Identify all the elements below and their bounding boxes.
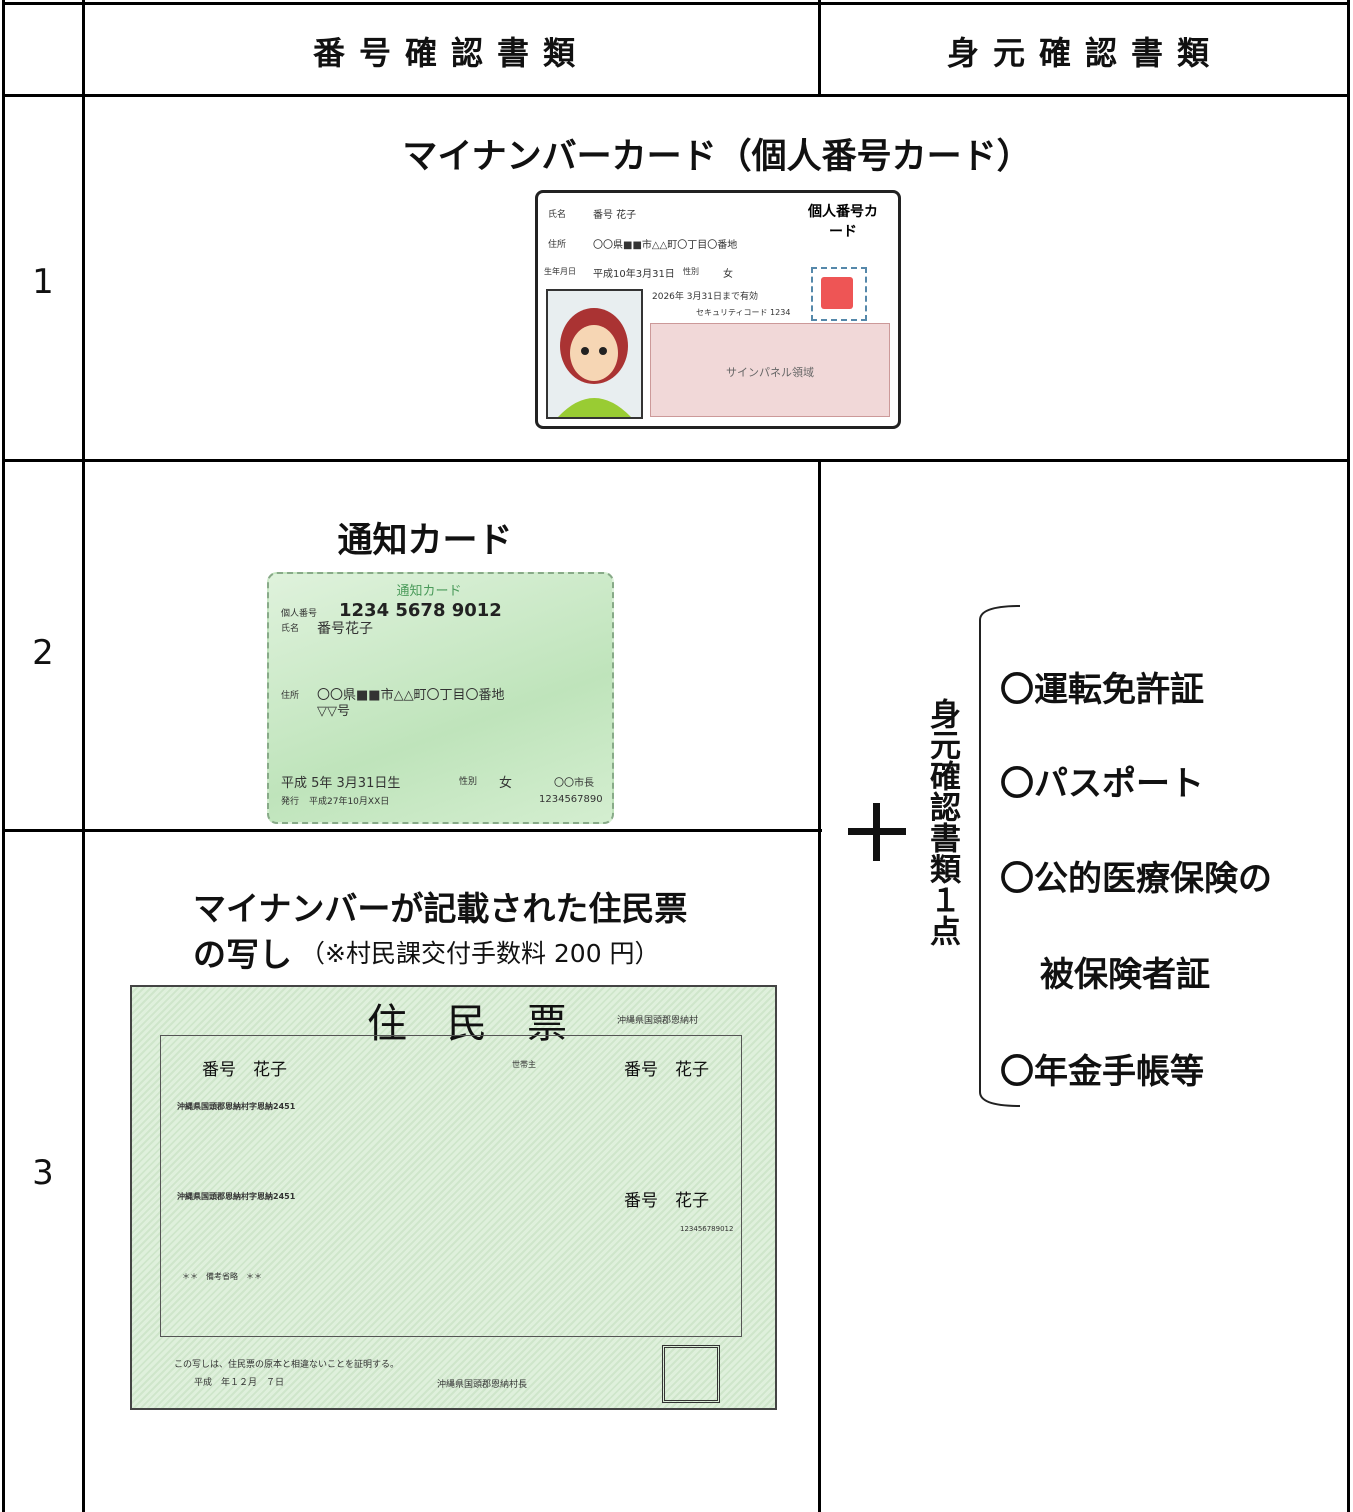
card-text: 〇〇県■■市△△町〇丁目〇番地	[317, 688, 505, 703]
card-text: 1234 5678 9012	[339, 600, 502, 621]
card-label: 個人番号	[281, 609, 318, 619]
card-label: 住所	[548, 240, 567, 250]
card-heading: 通知カード	[396, 584, 462, 599]
my-number-card: 氏名 番号 花子 住所 〇〇県■■市△△町〇丁目〇番地 生年月日 平成10年3月…	[535, 190, 901, 429]
resident-record: 住 民 票 沖縄県国頭郡恩納村 番号 花子 世帯主 番号 花子 沖縄県国頭郡恩納…	[130, 985, 777, 1410]
row-title: マイナンバーが記載された住民票	[193, 889, 688, 928]
row-number: 3	[32, 1153, 54, 1193]
identity-item: 〇公的医療保険の	[1000, 859, 1272, 899]
card-heading: 個人番号カード	[808, 204, 878, 240]
card-text: 〇〇市長	[554, 778, 594, 789]
row-number: 1	[32, 262, 54, 302]
card-text: 番号 花子	[593, 210, 637, 221]
plus-sign	[848, 803, 906, 861]
doc-heading: 住 民 票	[367, 1001, 567, 1047]
card-text: 女	[499, 776, 513, 791]
border	[2, 829, 822, 832]
identity-item: 被保険者証	[1040, 955, 1210, 995]
doc-text: 沖縄県国頭郡恩納村	[617, 1016, 699, 1026]
doc-text: この写しは、住民票の原本と相違ないことを証明する。	[174, 1360, 400, 1370]
official-seal	[662, 1345, 720, 1403]
card-label: 発行	[281, 797, 300, 807]
doc-text: 沖縄県国頭郡恩納村長	[437, 1380, 528, 1390]
doc-text: 沖縄県国頭郡恩納村字恩納2451	[177, 1192, 296, 1201]
notification-card: 通知カード 個人番号 1234 5678 9012 氏名 番号花子 住所 〇〇県…	[267, 572, 614, 824]
card-text: 〇〇県■■市△△町〇丁目〇番地	[593, 240, 738, 251]
card-text: 平成27年10月XX日	[309, 797, 390, 807]
doc-text: 沖縄県国頭郡恩納村字恩納2451	[177, 1102, 296, 1111]
card-label: 氏名	[548, 210, 567, 220]
seal-area	[811, 267, 867, 321]
row-title: の写し	[193, 935, 292, 974]
card-text: 番号花子	[317, 621, 373, 637]
card-text: 平成 5年 3月31日生	[281, 776, 401, 791]
row-title: 通知カード	[337, 521, 513, 561]
border	[818, 460, 821, 1512]
doc-text: 123456789012	[680, 1225, 734, 1233]
card-label: 性別	[459, 777, 478, 787]
border	[2, 2, 1350, 5]
doc-text: 世帯主	[512, 1060, 536, 1069]
card-text: 女	[723, 269, 733, 280]
card-text: 1234567890	[539, 794, 603, 805]
card-text: セキュリティコード 1234	[696, 308, 791, 317]
header-cell: 番号確認書類	[312, 34, 590, 72]
sign-panel: サインパネル領域	[650, 323, 890, 417]
card-text: 平成10年3月31日	[593, 269, 675, 280]
identity-item: 〇パスポート	[1000, 764, 1204, 804]
identity-label: 身元確認書類１点	[924, 698, 960, 946]
border	[2, 94, 1350, 97]
portrait	[558, 308, 631, 417]
border	[818, 0, 821, 96]
fee-note: （※村民課交付手数料 200 円）	[300, 939, 660, 968]
card-label: 性別	[683, 267, 699, 276]
identity-item: 〇年金手帳等	[1000, 1052, 1204, 1092]
card-label: 氏名	[281, 624, 300, 634]
photo	[546, 289, 643, 419]
doc-frame	[160, 1035, 742, 1337]
bracket	[979, 605, 1021, 1107]
doc-text: 番号 花子	[202, 1060, 287, 1080]
doc-text: 番号 花子	[624, 1191, 709, 1211]
card-text: 2026年 3月31日まで有効	[652, 292, 758, 302]
doc-text: 平成 年１２月 ７日	[194, 1378, 285, 1388]
header-cell: 身元確認書類	[946, 34, 1224, 72]
doc-text: 番号 花子	[624, 1060, 709, 1080]
border	[2, 459, 1350, 462]
border	[1347, 0, 1350, 1512]
card-label: 生年月日	[544, 267, 576, 276]
card-label: 住所	[281, 691, 300, 701]
card-text: ▽▽号	[317, 704, 350, 719]
identity-item: 〇運転免許証	[1000, 670, 1204, 710]
row-title: マイナンバーカード（個人番号カード）	[402, 137, 1032, 177]
border	[2, 0, 5, 1512]
doc-text: ＊＊ 備考省略 ＊＊	[182, 1272, 262, 1281]
card-text: サインパネル領域	[726, 366, 814, 379]
row-number: 2	[32, 633, 54, 673]
border	[82, 0, 85, 1512]
